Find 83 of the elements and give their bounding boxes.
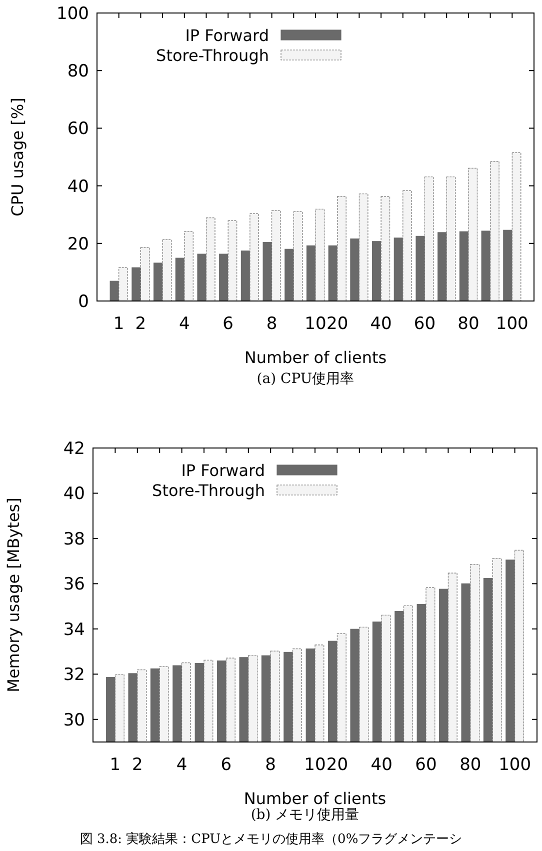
y-tick-label: 36 — [63, 574, 85, 595]
y-tick-label: 40 — [67, 176, 89, 197]
bar — [328, 245, 338, 302]
x-tick-label: 10 — [304, 755, 326, 775]
legend-label: Store-Through — [152, 481, 265, 500]
bar — [219, 254, 228, 302]
bar — [197, 254, 207, 302]
y-tick-label: 42 — [63, 439, 85, 459]
bar — [162, 239, 172, 302]
x-tick-label: 6 — [220, 755, 232, 775]
y-axis-title: Memory usage [MBytes] — [4, 498, 23, 692]
x-tick-label: 8 — [266, 314, 278, 334]
x-tick-label: 60 — [415, 755, 437, 775]
bar — [175, 258, 185, 302]
bar — [262, 242, 272, 302]
y-tick-label: 60 — [67, 119, 89, 140]
bar — [306, 245, 316, 302]
bar — [284, 248, 294, 302]
x-tick-label: 20 — [326, 755, 348, 775]
text: (b) メモリ使用量 — [250, 807, 360, 823]
bar — [459, 231, 469, 302]
y-tick-label: 34 — [63, 620, 85, 640]
bar — [503, 230, 512, 302]
text: (a) CPU使用率 — [256, 371, 354, 387]
bar — [140, 247, 150, 302]
bar — [240, 250, 250, 302]
x-tick-label: 80 — [458, 314, 480, 334]
bar — [490, 161, 500, 302]
bar — [512, 152, 522, 302]
y-tick-label: 0 — [78, 292, 89, 312]
x-tick-label: 20 — [326, 314, 348, 334]
x-tick-label: 1 — [110, 755, 121, 775]
caption: 図 3.8: 実験結果：CPUとメモリの使用率（0%フラグメンテーシ — [80, 831, 462, 847]
bar — [154, 262, 163, 302]
x-tick-label: 2 — [132, 755, 143, 775]
bar — [315, 208, 325, 302]
x-tick-label: 40 — [370, 314, 392, 334]
bar — [206, 217, 216, 302]
bar — [372, 241, 382, 302]
x-tick-label: 6 — [222, 314, 234, 334]
bar — [380, 196, 390, 302]
bar — [424, 176, 434, 302]
x-tick-label: 4 — [176, 755, 188, 775]
y-tick-label: 30 — [63, 710, 85, 730]
bar — [118, 267, 128, 302]
legend-label: IP Forward — [181, 461, 265, 480]
x-axis-title: Number of clients — [244, 789, 386, 808]
x-tick-label: 60 — [414, 314, 436, 334]
x-tick-label: 8 — [265, 755, 276, 775]
bar — [337, 196, 346, 302]
bar — [468, 168, 478, 302]
x-tick-label: 40 — [370, 755, 392, 775]
bar — [250, 213, 259, 302]
bar — [132, 267, 141, 302]
bar — [438, 232, 447, 302]
y-tick-label: 38 — [63, 529, 85, 550]
y-tick-label: 32 — [63, 665, 85, 686]
y-axis-title: CPU usage [%] — [8, 98, 27, 216]
y-tick-label: 20 — [67, 234, 89, 254]
y-tick-label: 80 — [67, 62, 89, 82]
bar — [446, 176, 456, 302]
x-tick-label: 80 — [460, 755, 482, 775]
bar — [481, 230, 491, 302]
bar — [402, 190, 412, 302]
legend-label: Store-Through — [156, 46, 269, 65]
x-tick-label: 100 — [498, 755, 532, 775]
y-tick-label: 40 — [63, 484, 85, 504]
x-tick-label: 100 — [496, 314, 528, 334]
bar — [293, 211, 303, 302]
bar — [272, 210, 281, 302]
bar — [350, 238, 360, 302]
x-tick-label: 10 — [304, 314, 326, 334]
bar — [184, 231, 194, 302]
legend-label: IP Forward — [185, 26, 269, 45]
bar — [358, 194, 368, 302]
x-tick-label: 4 — [178, 314, 190, 334]
x-axis-title: Number of clients — [244, 348, 387, 367]
bar — [416, 236, 426, 302]
x-tick-label: 2 — [135, 314, 146, 334]
bar — [394, 238, 404, 302]
x-tick-label: 1 — [113, 314, 124, 334]
bar — [228, 220, 238, 302]
y-tick-label: 100 — [56, 4, 89, 24]
